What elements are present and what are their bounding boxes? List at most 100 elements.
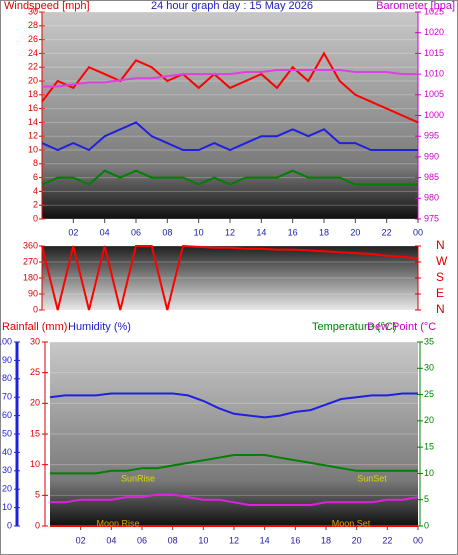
y-tick-label: 10	[28, 144, 38, 154]
series-line	[50, 493, 419, 506]
series-line	[49, 392, 418, 419]
y3-tick-label: 0	[7, 520, 12, 530]
x-tick-label: 02	[68, 227, 78, 237]
y2-tick-label: 1020	[424, 27, 444, 37]
y-tick-label: 6	[33, 172, 38, 182]
x-tick-label: 16	[288, 227, 298, 237]
series-line	[41, 244, 419, 311]
y3-label: Humidity (%)	[68, 321, 131, 333]
annotation: SunRise	[121, 473, 155, 483]
x-tick-label: 04	[106, 535, 116, 545]
x-tick-label: 22	[382, 227, 392, 237]
y-tick-label: 30	[28, 6, 38, 16]
annotation: SunSet	[357, 473, 387, 483]
y2-tick-label: 15	[424, 442, 434, 452]
plot-bg	[50, 342, 418, 526]
y-tick-label: 15	[30, 428, 40, 438]
x-tick-label: 12	[225, 227, 235, 237]
y2-label: Dew Point (°C	[367, 321, 436, 333]
y-tick-label: 20	[30, 398, 40, 408]
x-tick-label: 06	[131, 227, 141, 237]
x-tick-label: 20	[350, 227, 360, 237]
y2-tick-label: 35	[424, 336, 434, 346]
x-tick-label: 02	[76, 535, 86, 545]
y2-tick-label: 1010	[424, 68, 444, 78]
y3-tick-label: 90	[2, 355, 12, 365]
y-tick-label: 10	[30, 459, 40, 469]
x-tick-label: 18	[319, 227, 329, 237]
y3-tick-label: 10	[2, 502, 12, 512]
y2-tick-label: 20	[424, 415, 434, 425]
y-tick-label: 0	[35, 520, 40, 530]
x-tick-label: 20	[352, 535, 362, 545]
series-line	[42, 69, 418, 88]
x-tick-label: 08	[168, 535, 178, 545]
y2-tick-label: 995	[424, 131, 439, 141]
y-tick-label: 90	[28, 288, 38, 298]
x-tick-label: 04	[100, 227, 110, 237]
series-line	[41, 169, 418, 186]
x-tick-label: 00	[413, 227, 423, 237]
y2-label: Temperature (°C)	[312, 321, 396, 333]
y-tick-label: 4	[33, 186, 38, 196]
y2-tick-label: 5	[424, 494, 429, 504]
y-tick-label: 14	[28, 117, 38, 127]
y-tick-label: 270	[23, 256, 38, 266]
y2-tick-label: E	[436, 286, 444, 300]
series-line	[50, 454, 418, 475]
x-tick-label: 10	[198, 535, 208, 545]
y-tick-label: 8	[33, 158, 38, 168]
y3-tick-label: 50	[2, 428, 12, 438]
y-tick-label: 24	[28, 48, 38, 58]
plot-bg	[42, 246, 418, 310]
x-tick-label: 00	[413, 535, 423, 545]
y-tick-label: 2	[33, 200, 38, 210]
x-tick-label: 14	[256, 227, 266, 237]
y-tick-label: 25	[30, 367, 40, 377]
y2-tick-label: 985	[424, 172, 439, 182]
x-tick-label: 12	[229, 535, 239, 545]
chart-title: 24 hour graph day : 15 May 2026	[151, 0, 313, 12]
x-tick-label: 10	[194, 227, 204, 237]
y-tick-label: 20	[28, 75, 38, 85]
annotation: Moon Rise	[96, 518, 139, 528]
x-tick-label: 08	[162, 227, 172, 237]
annotation: Moon Set	[332, 518, 371, 528]
plot-bg	[42, 12, 418, 219]
y-tick-label: 30	[30, 336, 40, 346]
y-label: Windspeed [mph]	[4, 0, 90, 12]
y2-tick-label: 990	[424, 151, 439, 161]
y-tick-label: 0	[33, 213, 38, 223]
y2-label: Barometer [hpa]	[376, 0, 455, 12]
y-tick-label: 180	[23, 272, 38, 282]
x-tick-label: 14	[260, 535, 270, 545]
y2-tick-label: S	[436, 270, 444, 284]
y2-tick-label: N	[436, 302, 445, 316]
y-tick-label: 16	[28, 103, 38, 113]
y2-tick-label: 980	[424, 193, 439, 203]
y2-tick-label: 975	[424, 213, 439, 223]
y2-tick-label: 25	[424, 389, 434, 399]
x-tick-label: 22	[382, 535, 392, 545]
y-tick-label: 26	[28, 34, 38, 44]
y-tick-label: 22	[28, 62, 38, 72]
y-tick-label: 28	[28, 20, 38, 30]
y3-tick-label: 30	[2, 465, 12, 475]
y2-tick-label: 30	[424, 363, 434, 373]
y2-tick-label: W	[436, 254, 448, 268]
y2-tick-label: 1000	[424, 110, 444, 120]
y3-tick-label: 70	[2, 392, 12, 402]
y2-tick-label: 1015	[424, 48, 444, 58]
y-tick-label: 0	[33, 304, 38, 314]
y3-tick-label: 60	[2, 410, 12, 420]
y-tick-label: 360	[23, 240, 38, 250]
y3-tick-label: 100	[0, 336, 12, 346]
y-label: Rainfall (mm)	[2, 321, 67, 333]
y2-tick-label: 1025	[424, 6, 444, 16]
x-tick-label: 16	[290, 535, 300, 545]
y-tick-label: 18	[28, 89, 38, 99]
y2-tick-label: N	[436, 238, 445, 252]
y-tick-label: 5	[35, 490, 40, 500]
x-tick-label: 06	[137, 535, 147, 545]
